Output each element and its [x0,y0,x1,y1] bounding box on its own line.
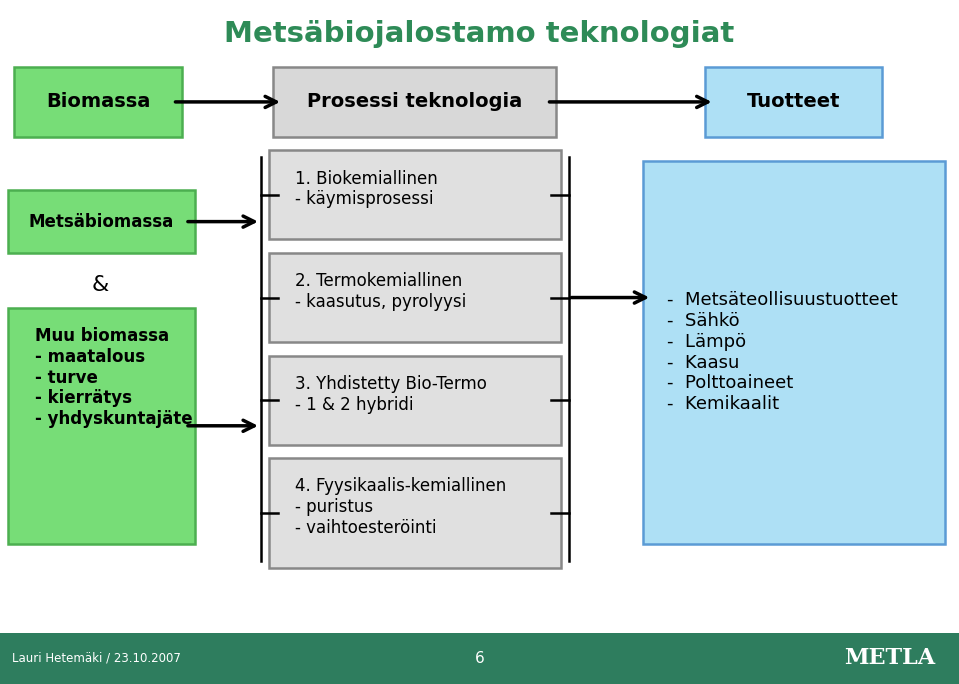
FancyBboxPatch shape [269,150,561,239]
Text: &: & [92,274,109,295]
FancyBboxPatch shape [269,253,561,342]
FancyBboxPatch shape [269,458,561,568]
Text: 3. Yhdistetty Bio-Termo
- 1 & 2 hybridi: 3. Yhdistetty Bio-Termo - 1 & 2 hybridi [295,375,487,414]
Text: Biomassa: Biomassa [46,92,151,111]
FancyBboxPatch shape [269,356,561,445]
FancyBboxPatch shape [8,190,195,253]
Text: Metsäbiomassa: Metsäbiomassa [29,213,174,231]
Text: Muu biomassa
- maatalous
- turve
- kierrätys
- yhdyskuntajäte: Muu biomassa - maatalous - turve - kierr… [35,327,192,428]
FancyBboxPatch shape [273,67,556,137]
FancyBboxPatch shape [643,161,945,544]
Text: 6: 6 [475,651,484,666]
FancyBboxPatch shape [8,308,195,544]
FancyBboxPatch shape [14,67,182,137]
Text: Tuotteet: Tuotteet [747,92,840,111]
Text: METLA: METLA [844,647,935,670]
Text: 4. Fyysikaalis-kemiallinen
- puristus
- vaihtoesteröinti: 4. Fyysikaalis-kemiallinen - puristus - … [295,477,506,537]
Text: -  Metsäteollisuustuotteet
-  Sähkö
-  Lämpö
-  Kaasu
-  Polttoaineet
-  Kemikaa: - Metsäteollisuustuotteet - Sähkö - Lämp… [667,291,898,413]
Text: 2. Termokemiallinen
- kaasutus, pyrolyysi: 2. Termokemiallinen - kaasutus, pyrolyys… [295,272,467,311]
Text: Metsäbiojalostamo teknologiat: Metsäbiojalostamo teknologiat [224,21,735,48]
Text: 1. Biokemiallinen
- käymisprosessi: 1. Biokemiallinen - käymisprosessi [295,170,438,209]
Text: Prosessi teknologia: Prosessi teknologia [307,92,523,111]
Text: Lauri Hetemäki / 23.10.2007: Lauri Hetemäki / 23.10.2007 [12,652,180,665]
FancyBboxPatch shape [705,67,882,137]
Bar [0,633,959,684]
